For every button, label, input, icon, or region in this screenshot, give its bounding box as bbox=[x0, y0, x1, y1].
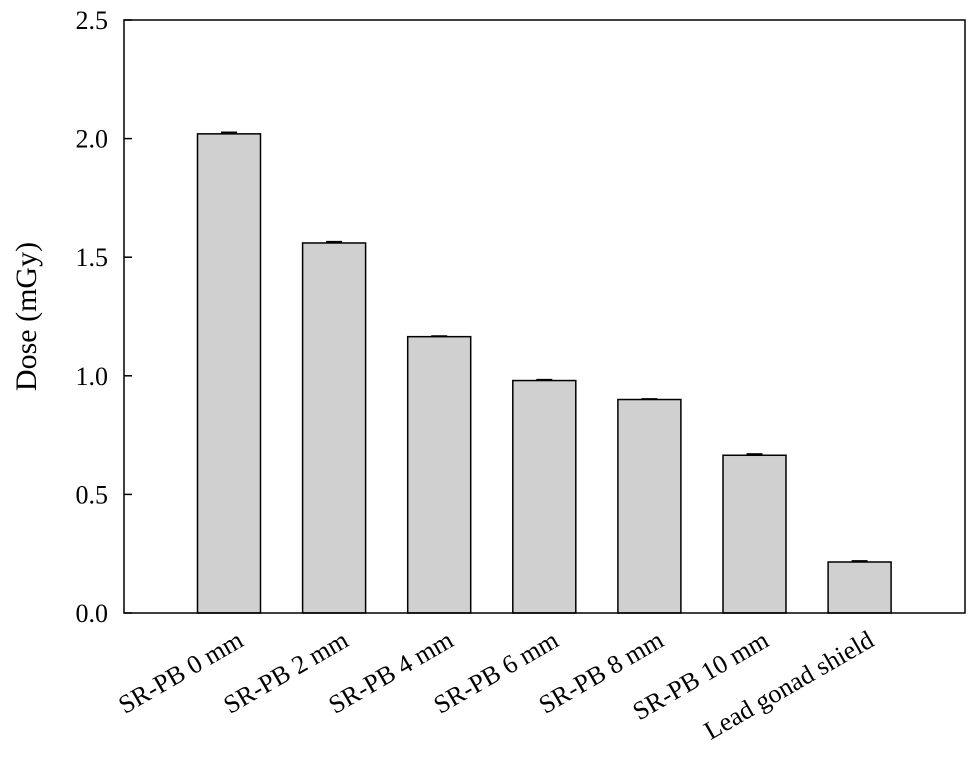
bar bbox=[196, 133, 262, 614]
y-tick-label: 1.0 bbox=[76, 362, 109, 391]
y-tick-label: 1.5 bbox=[76, 243, 109, 272]
plot-frame bbox=[123, 19, 966, 614]
bar bbox=[722, 454, 787, 614]
y-tick-label: 2.5 bbox=[76, 6, 109, 35]
bar bbox=[301, 242, 367, 614]
y-tick-label: 0.5 bbox=[76, 480, 109, 509]
bar bbox=[406, 335, 472, 614]
bars-layer bbox=[196, 133, 892, 614]
bar bbox=[827, 561, 892, 614]
y-tick-label: 0.0 bbox=[76, 599, 109, 628]
y-axis-title: Dose (mGy) bbox=[10, 242, 43, 391]
y-ticks-layer: 0.0 0.5 1.0 1.5 2.0 2.5 bbox=[76, 6, 132, 628]
bar bbox=[617, 398, 682, 614]
y-tick-label: 2.0 bbox=[76, 125, 109, 154]
axes-layer bbox=[123, 19, 966, 614]
error-bars-layer bbox=[221, 131, 868, 563]
bar bbox=[512, 379, 577, 614]
